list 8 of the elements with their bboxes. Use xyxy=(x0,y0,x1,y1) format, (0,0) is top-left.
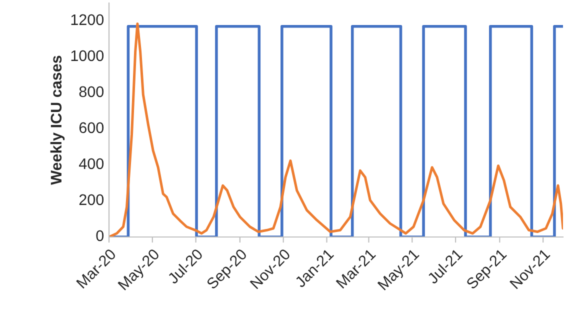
y-axis-title: Weekly ICU cases xyxy=(50,56,65,185)
y-tick-label: 200 xyxy=(79,194,104,206)
y-tick-label: 400 xyxy=(79,158,104,170)
y-tick-label: 600 xyxy=(79,122,104,134)
y-tick-label: 800 xyxy=(79,86,104,98)
y-tick-label: 1000 xyxy=(71,50,104,62)
y-tick-label: 1200 xyxy=(71,14,104,26)
y-tick-label: 0 xyxy=(96,230,104,242)
